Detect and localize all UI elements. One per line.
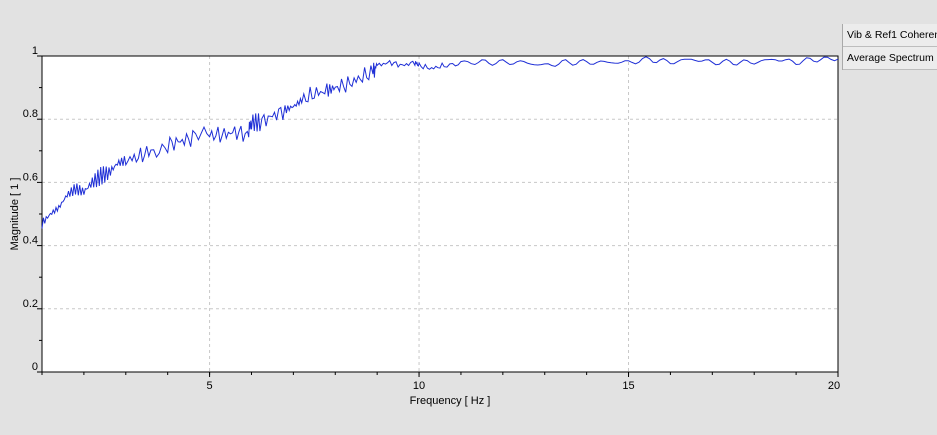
- y-tick-label: 1: [32, 45, 38, 57]
- y-tick-label: 0: [32, 361, 38, 373]
- chart-area: 5 10 15 20 0 0.2 0.4 0.6 0.8 1 Frequency [ Hz ] Mag…: [9, 45, 840, 407]
- x-tick-label: 10: [413, 380, 425, 392]
- plot-background: [42, 56, 838, 372]
- y-tick-label: 0.2: [23, 298, 38, 310]
- x-tick-label: 15: [622, 380, 634, 392]
- y-tick-label: 0.4: [23, 235, 38, 247]
- y-tick-label: 0.6: [23, 171, 38, 183]
- y-tick-label: 0.8: [23, 108, 38, 120]
- legend-item-coherence[interactable]: Vib & Ref1 Coherence: [843, 24, 937, 47]
- legend-item-average-spectrum[interactable]: Average Spectrum: [843, 47, 937, 70]
- x-tick-label: 5: [207, 380, 213, 392]
- x-axis-label: Frequency [ Hz ]: [410, 395, 491, 407]
- coherence-series-line: [41, 56, 839, 229]
- x-tick-label: 20: [828, 380, 840, 392]
- legend: Vib & Ref1 Coherence Average Spectrum: [842, 24, 937, 70]
- coherence-chart: 5 10 15 20 0 0.2 0.4 0.6 0.8 1 Frequency [ Hz ] Mag…: [9, 45, 840, 407]
- y-axis-label: Magnitude [ 1 ]: [9, 178, 21, 251]
